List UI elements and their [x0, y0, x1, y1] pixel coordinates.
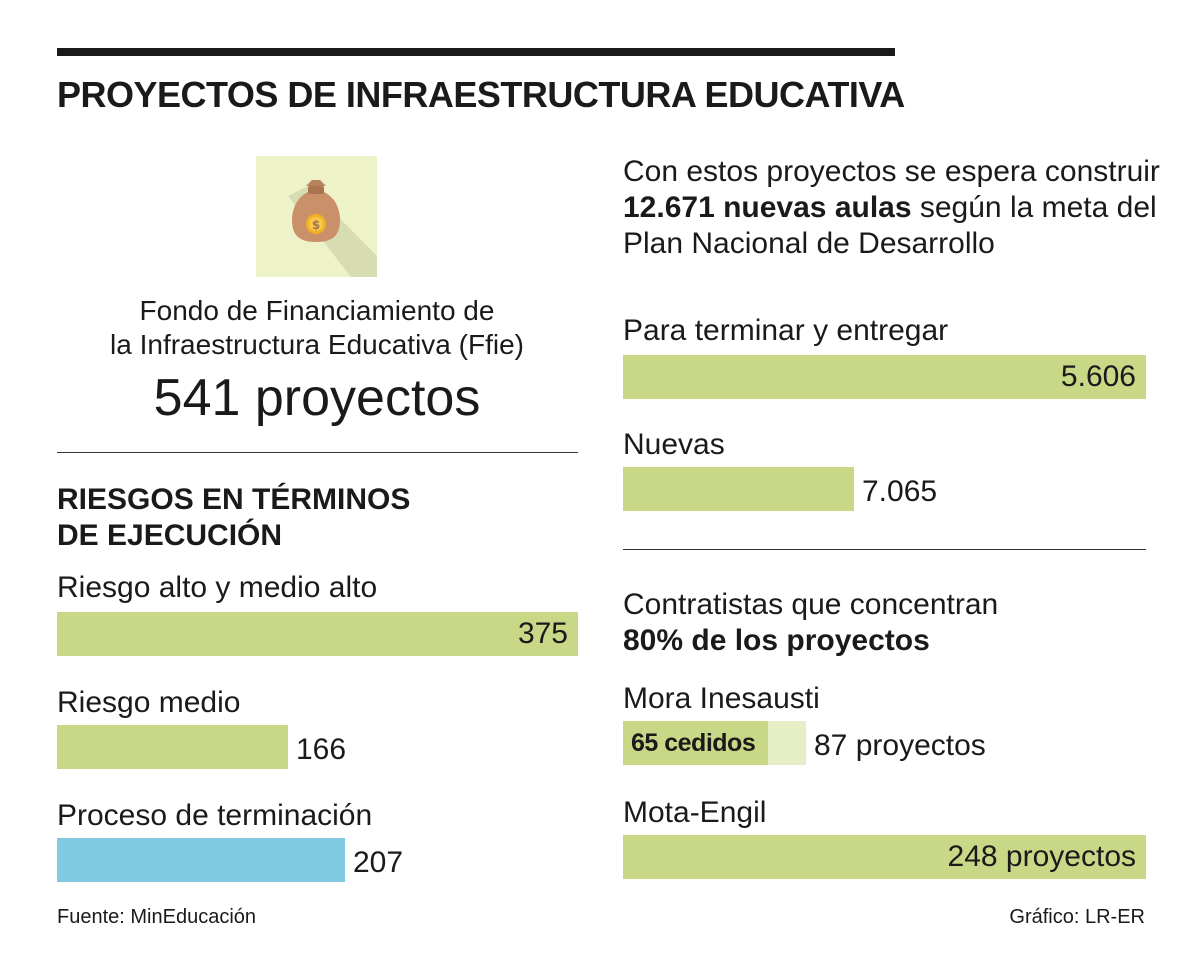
contractor-bar-mota: 248 proyectos [623, 835, 1146, 879]
aulas-value-finish: 5.606 [1060, 360, 1136, 393]
risk-label-high: Riesgo alto y medio alto [57, 571, 378, 604]
divider-left [57, 452, 578, 453]
footer-credit: Gráfico: LR-ER [1009, 906, 1145, 928]
risk-bar-medium [57, 725, 288, 769]
risk-label-termination: Proceso de terminación [57, 799, 373, 832]
aulas-label-finish: Para terminar y entregar [623, 314, 949, 347]
contractor-subvalue-mora: 65 cedidos [631, 729, 756, 757]
fund-name: Fondo de Financiamiento de la Infraestru… [110, 295, 524, 360]
svg-text:$: $ [312, 218, 320, 232]
contractor-value-mora: 87 proyectos [814, 729, 986, 762]
top-rule [57, 48, 895, 56]
contractors-title: Contratistas que concentran 80% de los p… [623, 588, 999, 657]
fund-count: 541 proyectos [153, 369, 481, 427]
main-title: PROYECTOS DE INFRAESTRUCTURA EDUCATIVA [57, 74, 905, 115]
contractor-label-mora: Mora Inesausti [623, 682, 820, 715]
contractor-subbar-mora-cedidos: 65 cedidos [623, 721, 768, 765]
risk-section-title: RIESGOS EN TÉRMINOS DE EJECUCIÓN [57, 483, 411, 552]
risk-value-high: 375 [517, 617, 568, 650]
contractor-value-mota: 248 proyectos [947, 840, 1136, 873]
risk-bar-high: 375 [57, 612, 578, 656]
contractor-label-mota: Mota-Engil [623, 796, 767, 829]
money-bag-icon: $ [256, 156, 377, 277]
risk-bar-termination [57, 838, 345, 882]
aulas-bar-new [623, 467, 854, 511]
intro-text: Con estos proyectos se espera construir … [623, 155, 1160, 260]
risk-label-medium: Riesgo medio [57, 686, 241, 719]
aulas-value-new: 7.065 [862, 475, 938, 508]
aulas-label-new: Nuevas [623, 428, 725, 461]
risk-value-medium: 166 [296, 733, 347, 766]
divider-right [623, 549, 1146, 550]
footer-source: Fuente: MinEducación [57, 906, 257, 928]
risk-value-termination: 207 [353, 846, 404, 879]
aulas-bar-finish: 5.606 [623, 355, 1146, 399]
